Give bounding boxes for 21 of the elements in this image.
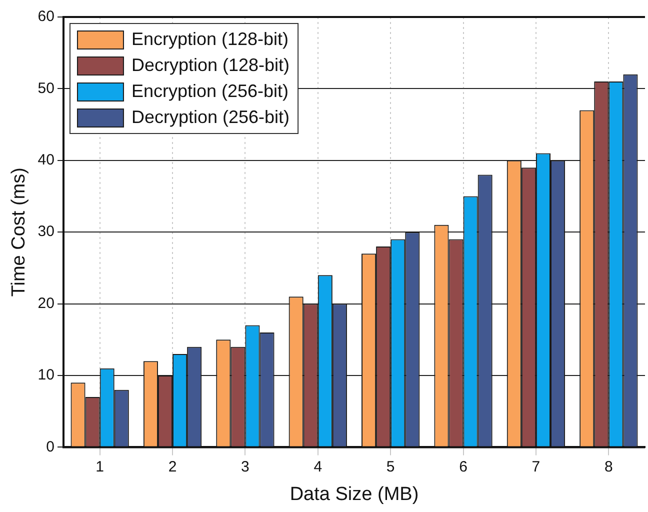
y-tick-label: 30 (38, 223, 54, 240)
x-tick-label: 3 (241, 458, 250, 476)
y-tick-label: 0 (46, 438, 54, 456)
legend-label: Decryption (128-bit) (131, 54, 290, 75)
y-axis-title: Time Cost (ms) (8, 168, 30, 297)
legend-label: Encryption (256-bit) (131, 80, 289, 101)
x-tick-label: 6 (459, 458, 468, 476)
x-tick-label: 8 (604, 458, 613, 476)
y-tick-label: 60 (38, 8, 54, 26)
legend-label: Encryption (128-bit) (131, 28, 289, 49)
x-tick-label: 2 (168, 458, 177, 476)
x-tick-label: 5 (386, 458, 395, 476)
x-tick-label: 7 (532, 458, 540, 476)
y-tick-label: 50 (38, 80, 54, 97)
x-tick-label: 1 (96, 458, 104, 476)
y-tick-label: 10 (38, 366, 54, 384)
x-axis-title: Data Size (MB) (290, 484, 419, 505)
y-tick-label: 20 (38, 294, 54, 312)
x-tick-label: 4 (314, 458, 322, 476)
legend-label: Decryption (256-bit) (131, 106, 290, 127)
y-tick-label: 40 (38, 152, 54, 169)
